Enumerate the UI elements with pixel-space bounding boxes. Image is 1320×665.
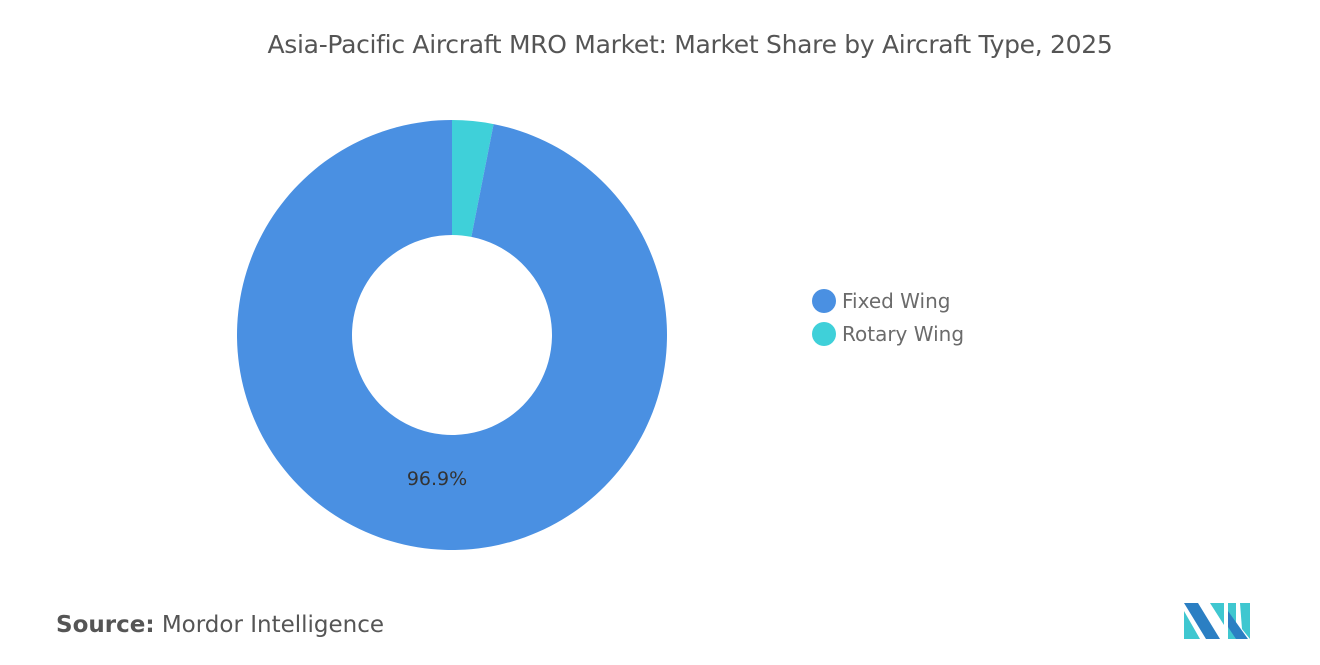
source-note: Source: Mordor Intelligence xyxy=(56,612,384,638)
legend-swatch-rotary-wing xyxy=(812,321,836,346)
legend-item-fixed-wing[interactable]: Fixed Wing xyxy=(812,284,964,317)
mordor-intelligence-logo xyxy=(1184,603,1250,639)
source-text: Mordor Intelligence xyxy=(161,612,385,638)
slice-fixed-wing xyxy=(237,120,668,550)
source-label: Source: xyxy=(56,612,155,638)
data-label-fixed-wing: 96.9% xyxy=(407,468,467,490)
legend-label: Fixed Wing xyxy=(842,288,951,313)
legend: Fixed Wing Rotary Wing xyxy=(812,284,964,350)
chart-title: Asia-Pacific Aircraft MRO Market: Market… xyxy=(267,30,1113,59)
legend-swatch-fixed-wing xyxy=(812,288,836,313)
slice-rotary-wing xyxy=(452,120,494,237)
legend-label: Rotary Wing xyxy=(842,321,965,346)
legend-item-rotary-wing[interactable]: Rotary Wing xyxy=(812,317,964,350)
